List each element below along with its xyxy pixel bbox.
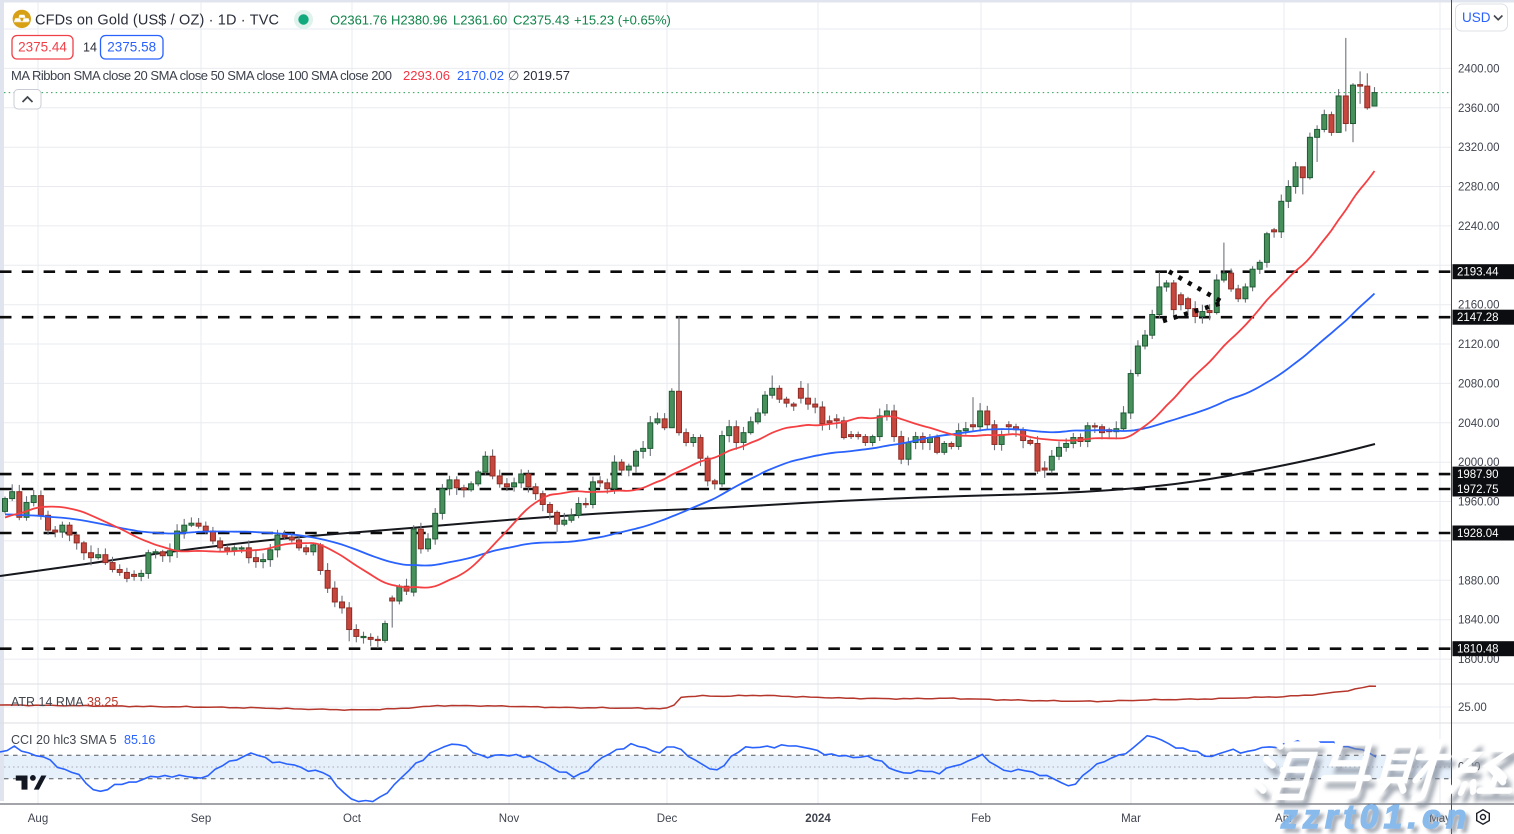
svg-text:CCI 20 hlc3 SMA 5: CCI 20 hlc3 SMA 5 [11,733,117,747]
svg-text:2240.00: 2240.00 [1458,221,1500,233]
svg-text:2193.44: 2193.44 [1457,267,1499,279]
svg-text:2400.00: 2400.00 [1458,63,1500,75]
svg-text:C2375.43: C2375.43 [513,13,569,28]
svg-text:2375.58: 2375.58 [107,40,156,55]
svg-text:H2380.96: H2380.96 [391,13,447,28]
svg-text:38.25: 38.25 [87,695,118,709]
svg-text:1880.00: 1880.00 [1458,575,1500,587]
svg-text:2320.00: 2320.00 [1458,142,1500,154]
svg-text:85.16: 85.16 [124,733,155,747]
svg-text:1987.90: 1987.90 [1457,469,1499,481]
svg-text:1928.04: 1928.04 [1457,528,1499,540]
svg-text:2024: 2024 [805,813,831,825]
svg-text:1810.48: 1810.48 [1457,644,1499,656]
svg-text:2375.44: 2375.44 [18,40,67,55]
svg-text:2000.00: 2000.00 [1458,457,1500,469]
svg-text:L2361.60: L2361.60 [453,13,507,28]
svg-text:+15.23 (+0.65%): +15.23 (+0.65%) [574,13,671,28]
svg-text:2170.02: 2170.02 [457,68,504,83]
svg-text:CFDs on Gold (US$ / OZ) · 1D ·: CFDs on Gold (US$ / OZ) · 1D · TVC [35,13,279,29]
svg-text:2293.06: 2293.06 [403,68,450,83]
svg-text:1800.00: 1800.00 [1458,654,1500,666]
svg-text:2019.57: 2019.57 [523,68,570,83]
svg-text:O2361.76: O2361.76 [330,13,387,28]
svg-text:2360.00: 2360.00 [1458,103,1500,115]
svg-text:Nov: Nov [499,813,520,825]
svg-text:zzrt01.cn: zzrt01.cn [1280,798,1472,834]
svg-text:ATR 14 RMA: ATR 14 RMA [11,695,84,709]
svg-text:1840.00: 1840.00 [1458,615,1500,627]
svg-text:2120.00: 2120.00 [1458,339,1500,351]
svg-text:USD: USD [1462,10,1491,25]
svg-text:2040.00: 2040.00 [1458,418,1500,430]
svg-text:1960.00: 1960.00 [1458,497,1500,509]
svg-text:Mar: Mar [1121,813,1141,825]
svg-text:Dec: Dec [657,813,678,825]
svg-text:2280.00: 2280.00 [1458,182,1500,194]
svg-text:2160.00: 2160.00 [1458,300,1500,312]
svg-text:Aug: Aug [28,813,48,825]
svg-text:Feb: Feb [971,813,991,825]
svg-text:Apr: Apr [1275,813,1293,825]
svg-text:∅: ∅ [508,68,519,83]
svg-text:Sep: Sep [191,813,211,825]
svg-text:May: May [1429,813,1451,825]
svg-text:2080.00: 2080.00 [1458,378,1500,390]
svg-text:1972.75: 1972.75 [1457,484,1499,496]
svg-text:25.00: 25.00 [1458,702,1487,714]
svg-text:2147.28: 2147.28 [1457,312,1499,324]
svg-text:14: 14 [83,41,97,55]
svg-text:Oct: Oct [343,813,362,825]
svg-text:MA Ribbon SMA close 20 SMA clo: MA Ribbon SMA close 20 SMA close 50 SMA … [11,68,392,83]
